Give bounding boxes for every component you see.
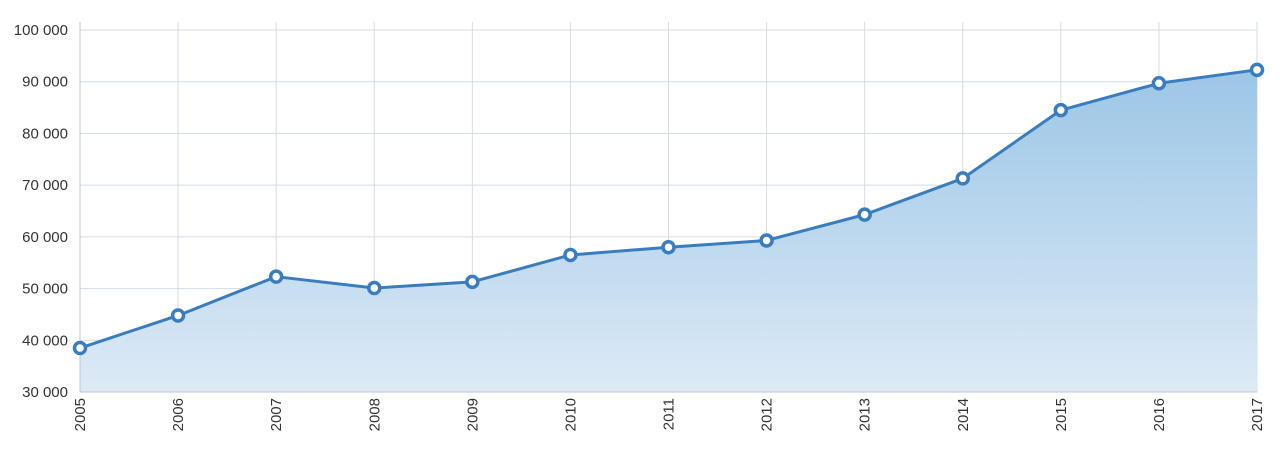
data-point-2005[interactable] — [72, 340, 88, 356]
y-tick-label: 40 000 — [22, 332, 68, 349]
x-tick-label: 2015 — [1053, 398, 1070, 431]
data-point-2013[interactable] — [857, 207, 872, 222]
x-tick-label: 2016 — [1151, 398, 1168, 431]
data-point-2009[interactable] — [465, 274, 480, 290]
y-tick-label: 70 000 — [22, 177, 68, 194]
y-tick-label: 30 000 — [22, 384, 68, 401]
x-tick-label: 2010 — [562, 398, 579, 431]
x-tick-label: 2008 — [366, 398, 383, 431]
area-layer — [80, 69, 1257, 392]
data-point-2014[interactable] — [955, 171, 970, 186]
axes — [79, 22, 1257, 393]
data-point-2006[interactable] — [170, 308, 186, 323]
data-point-2017[interactable] — [1249, 62, 1265, 78]
x-tick-label: 2014 — [955, 398, 972, 431]
data-point-2011[interactable] — [661, 239, 676, 255]
x-tick-label: 2005 — [72, 398, 89, 431]
y-tick-label: 90 000 — [22, 74, 68, 91]
y-tick-label: 60 000 — [22, 229, 68, 246]
x-tick-label: 2007 — [268, 398, 285, 431]
data-points — [72, 62, 1265, 356]
x-tick-label: 2013 — [857, 398, 874, 431]
data-point-2010[interactable] — [563, 247, 578, 263]
x-tick-label: 2006 — [170, 398, 187, 431]
data-point-2012[interactable] — [759, 233, 774, 248]
data-point-2008[interactable] — [367, 280, 382, 296]
x-tick-label: 2017 — [1249, 398, 1266, 431]
series-area-fill — [80, 69, 1257, 392]
data-point-2015[interactable] — [1053, 102, 1069, 118]
x-axis-ticks: 2005 2006 2007 2008 2009 2010 2011 2012 2013 2014… — [72, 398, 1266, 431]
x-tick-label: 2012 — [759, 398, 776, 431]
x-tick-label: 2009 — [464, 398, 481, 431]
y-tick-label: 100 000 — [14, 22, 68, 39]
x-tick-label: 2011 — [661, 398, 678, 430]
data-point-2016[interactable] — [1151, 76, 1167, 91]
y-axis-ticks: 30 000 40 000 50 000 60 000 70 000 80 000 90 0… — [14, 22, 68, 401]
data-point-2007[interactable] — [268, 269, 284, 284]
y-tick-label: 50 000 — [22, 281, 68, 298]
y-tick-label: 80 000 — [22, 125, 68, 142]
